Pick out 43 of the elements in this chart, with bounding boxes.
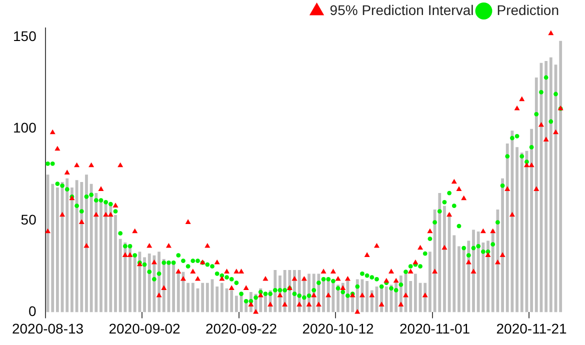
bar [486, 240, 490, 312]
bar [366, 281, 369, 312]
bar [516, 147, 518, 312]
bar [501, 178, 504, 312]
x-tick-label: 2020-09-02 [108, 320, 181, 336]
y-tick-label: 100 [13, 120, 37, 136]
bar [206, 282, 209, 312]
bar [458, 246, 460, 312]
bar [530, 128, 534, 312]
x-tick-label: 2020-10-12 [302, 320, 374, 336]
bar [56, 188, 59, 312]
y-tick-label: 0 [28, 303, 37, 320]
bar [191, 282, 194, 312]
bar [428, 252, 432, 312]
x-tick-label: 2020-11-21 [496, 320, 568, 336]
bar [85, 174, 88, 312]
bar [114, 215, 117, 312]
bar [534, 78, 538, 312]
bar [472, 230, 475, 312]
x-tick-label: 2020-08-13 [12, 320, 84, 336]
bar [201, 282, 204, 312]
bar [559, 40, 562, 312]
bar [51, 184, 54, 312]
y-tick-label: 150 [13, 28, 37, 44]
bar [520, 152, 524, 312]
bar [70, 188, 74, 312]
bar [143, 257, 146, 312]
bar [186, 282, 190, 312]
bar [414, 274, 417, 312]
legend-label: Prediction [496, 2, 560, 18]
legend-label: 95% Prediction Interval [330, 2, 474, 18]
bar [506, 144, 509, 312]
x-tick-label: 2020-11-01 [400, 320, 470, 336]
bar [409, 281, 412, 312]
bar [549, 57, 552, 312]
x-tick-label: 2020-09-22 [205, 320, 278, 336]
bar [66, 178, 69, 312]
bar [148, 254, 151, 312]
bar [216, 286, 219, 312]
bar [220, 282, 224, 312]
y-tick-label: 50 [20, 211, 37, 228]
bar [544, 61, 548, 312]
bar [235, 296, 238, 312]
